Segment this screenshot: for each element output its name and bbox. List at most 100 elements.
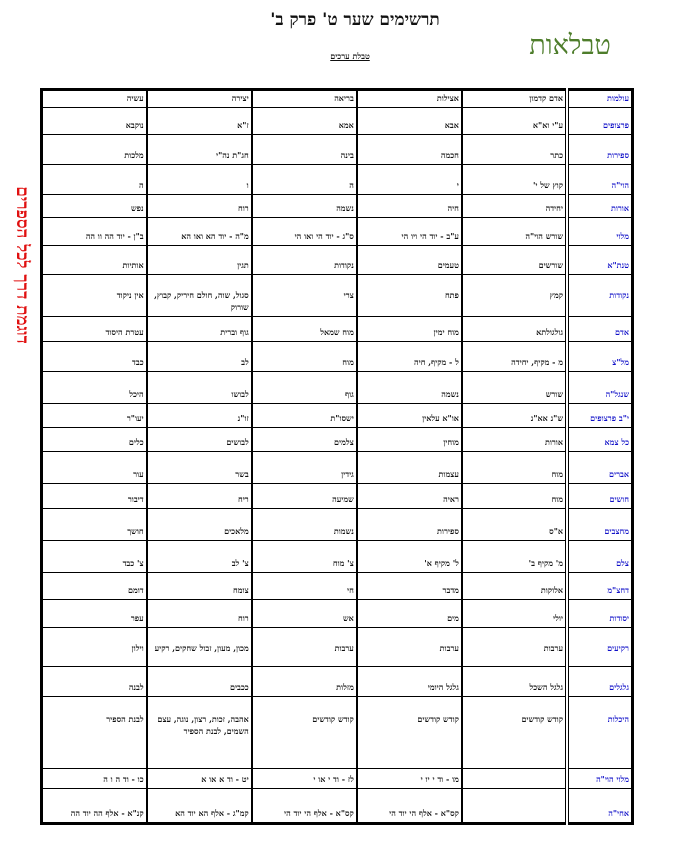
row-label: ספירות [565, 134, 633, 165]
row-label: גלגלים [565, 666, 633, 697]
table-cell: ע"י וא"א [460, 107, 567, 135]
row-label: היכלות [565, 696, 633, 769]
table-row: נקודות קמץ פתח צרי סגול, שוה, חולם חיריק, קב… [40, 274, 633, 317]
table-cell: כלים [40, 427, 147, 452]
table-cell: סגול, שוה, חולם חיריק, קבוץ, שורוק [145, 274, 252, 317]
table-cell: מוחין [355, 427, 462, 452]
table-cell: חיה [355, 194, 462, 218]
row-label: הוי"ה [565, 164, 633, 195]
table-cell: גידין [250, 451, 357, 484]
table-cell: כתר [460, 134, 567, 165]
table-cell: אין ניקוד [40, 274, 147, 317]
table-cell [460, 788, 567, 824]
table-cell [460, 768, 567, 789]
table-cell: ריח [145, 483, 252, 509]
header-cell: אצילות [355, 89, 462, 108]
table-cell: ראיה [355, 483, 462, 509]
table-cell: בשר [145, 451, 252, 484]
table-cell: ישסו"ת [250, 403, 357, 428]
table-cell: וילון [40, 627, 147, 667]
table-cell: פתח [355, 274, 462, 317]
table-cell: מוח [460, 483, 567, 509]
table-cell: מזלות [250, 666, 357, 697]
table-row: י"ב פרצופים ש"נ אא"נ או"א עלאין ישסו"ת זו"נ י… [40, 403, 633, 428]
table-cell: חכמה [355, 134, 462, 165]
row-label: מחצבים [565, 508, 633, 541]
table-cell: ה [250, 164, 357, 195]
table-cell: תגין [145, 245, 252, 275]
table-row: אורות יחידה חיה נשמה רוח נפש [40, 194, 633, 218]
table-cell: גלגל היומי [355, 666, 462, 697]
table-cell: אמא [250, 107, 357, 135]
table-cell: ערבות [250, 627, 357, 667]
table-cell: אורות [460, 427, 567, 452]
table-cell: מוח [250, 341, 357, 372]
values-table: עולמות אדם קדמון אצילות בריאה יצירה עשיה… [40, 88, 634, 825]
table-cell: נשמות [250, 508, 357, 541]
table-cell: דומם [40, 572, 147, 600]
table-cell: אלוקות [460, 572, 567, 600]
table-cell: גלגל השכל [460, 666, 567, 697]
table-row: מלוי הוי"ה מו - וד י יו י לז - וד י או י יט… [40, 768, 633, 789]
table-cell: צ' לב [145, 540, 252, 573]
table-cell: ו [145, 164, 252, 195]
header-cell: עולמות [565, 89, 633, 108]
table-cell: ב"ן - יוד הה וו הה [40, 217, 147, 246]
table-cell: קמץ [460, 274, 567, 317]
table-cell: לבנה [40, 666, 147, 697]
table-cell: חי [250, 572, 357, 600]
table-row: היכלות קודש קודשים קודש קודשים קודש קודשים א… [40, 696, 633, 769]
table-cell: מוח ימין [355, 316, 462, 342]
table-cell: ס"ג - יוד הי ואו הי [250, 217, 357, 246]
table-cell: ז"א [145, 107, 252, 135]
table-cell: ערבות [460, 627, 567, 667]
row-label: כל צמא [565, 427, 633, 452]
table-cell: ספירות [355, 508, 462, 541]
table-cell: נוקבא [40, 107, 147, 135]
table-cell: לב [145, 341, 252, 372]
table-cell: ל - מקיף, חיה [355, 341, 462, 372]
table-cell: עפר [40, 599, 147, 628]
row-label: אחי"ה [565, 788, 633, 824]
table-cell: שורש הוי"ה [460, 217, 567, 246]
table-cell: אהבה, זכות, רצון, נוגה, עצם השמים, לבנת … [145, 696, 252, 769]
table-row: דחצ"מ אלוקות מדבר חי צומח דומם [40, 572, 633, 600]
row-label: נקודות [565, 274, 633, 317]
table-cell: לבושים [145, 427, 252, 452]
row-label: אורות [565, 194, 633, 218]
table-row: גלגלים גלגל השכל גלגל היומי מזלות ככבים לבנה [40, 666, 633, 697]
header-cell: אדם קדמון [460, 89, 567, 108]
table-cell: שורש [460, 371, 567, 404]
table-cell: עטרת היסוד [40, 316, 147, 342]
table-cell: דיבור [40, 483, 147, 509]
table-cell: לז - וד י או י [250, 768, 357, 789]
table-row: טנת"א שורשים טעמים נקודות תגין אותיות [40, 245, 633, 275]
table-cell: כו - וד ה ו ה [40, 768, 147, 789]
table-cell: מוח [460, 451, 567, 484]
table-cell: קנ"א - אלף הה יוד הה [40, 788, 147, 824]
table-cell: רוח [145, 599, 252, 628]
row-label: דחצ"מ [565, 572, 633, 600]
table-cell: מוח שמאל [250, 316, 357, 342]
table-cell: קוץ של י' [460, 164, 567, 195]
table-cell: שורשים [460, 245, 567, 275]
table-cell: יחידה [460, 194, 567, 218]
table-row: ספירות כתר חכמה בינה חג"ת נה"י מלכות [40, 134, 633, 165]
table-cell: ע"ב - יוד הי ויו הי [355, 217, 462, 246]
table-cell: אש [250, 599, 357, 628]
table-row: אברים מוח עצמות גידין בשר עור [40, 451, 633, 484]
table-row: מל"צ מ - מקיף, יחידה ל - מקיף, חיה מוח לב כבד [40, 341, 633, 372]
table-cell: עצמות [355, 451, 462, 484]
table-row: שנגל"ה שורש נשמה גוף לבושו היכל [40, 371, 633, 404]
table-subtitle: טבלת ערכים [330, 51, 370, 61]
table-cell: נפש [40, 194, 147, 218]
table-cell: ככבים [145, 666, 252, 697]
table-cell: ש"נ אא"נ [460, 403, 567, 428]
table-cell: מ"ה - יוד הא ואו הא [145, 217, 252, 246]
side-note: דוגמת דרך לכל הספרים [12, 186, 32, 344]
table-cell: גולגולתא [460, 316, 567, 342]
row-label: צלם [565, 540, 633, 573]
table-cell: קס"א - אלף הי יוד הי [250, 788, 357, 824]
table-cell: י [355, 164, 462, 195]
row-label: אברים [565, 451, 633, 484]
